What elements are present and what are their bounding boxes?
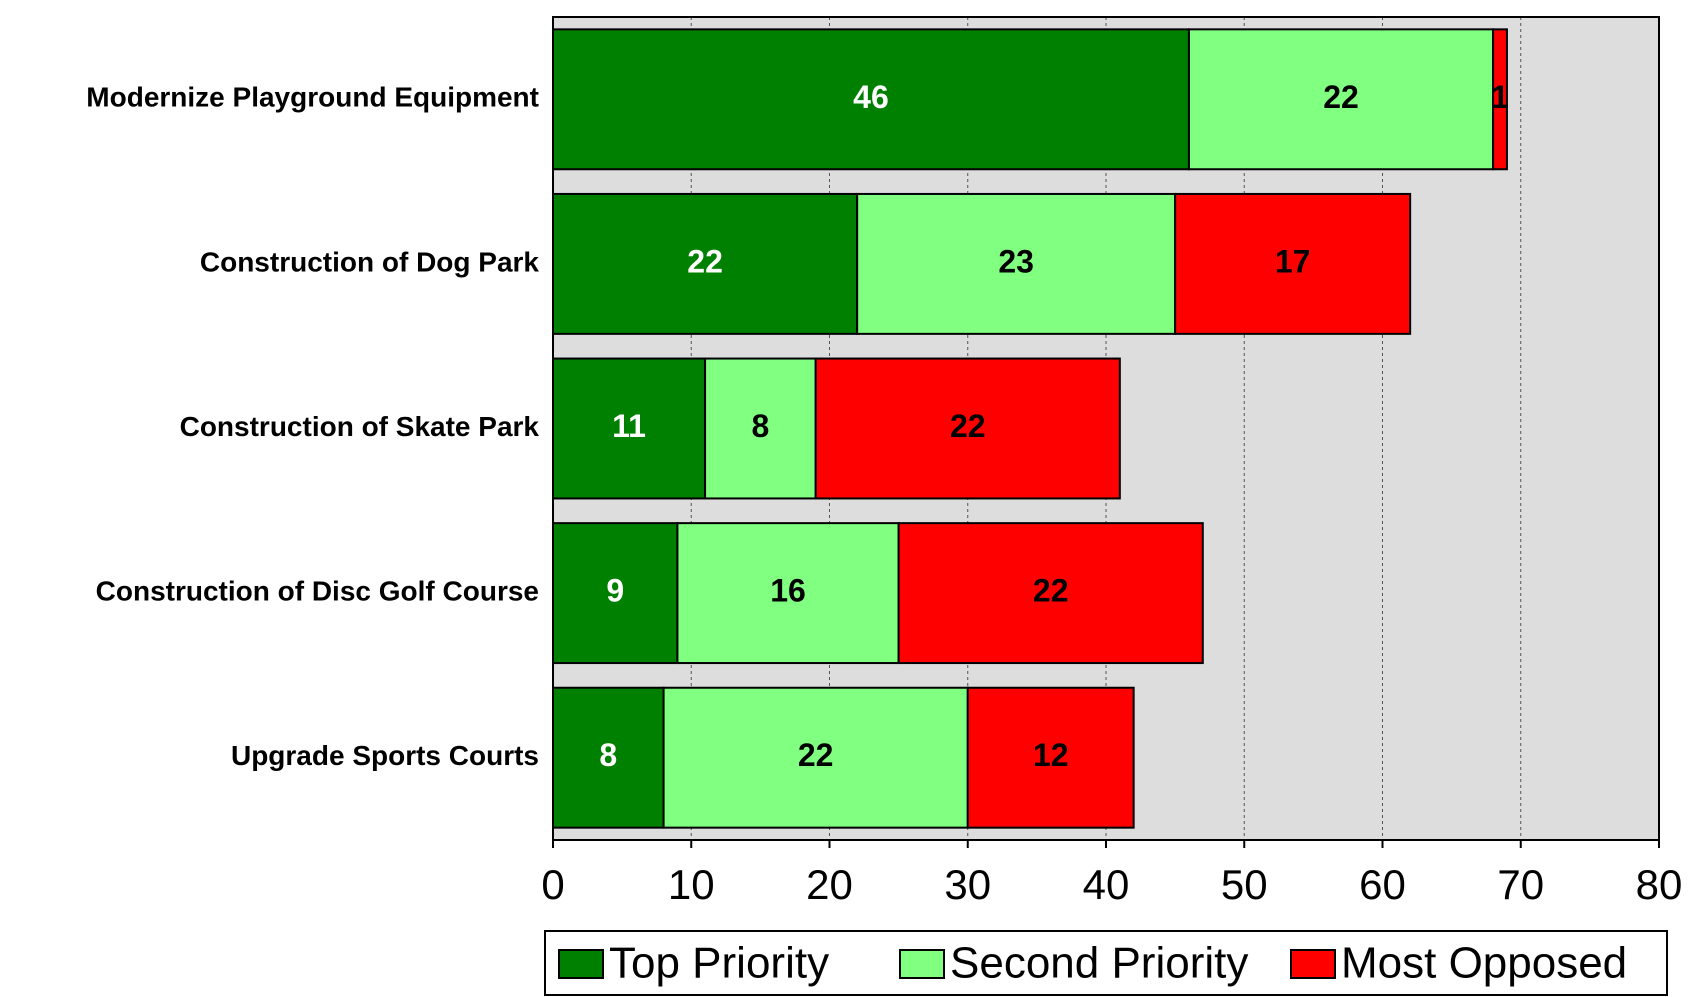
data-label: 22 xyxy=(687,243,723,279)
data-label: 9 xyxy=(606,573,624,609)
data-label: 8 xyxy=(599,737,617,773)
bar-segment xyxy=(1187,28,1495,171)
y-tick-label: Upgrade Sports Courts xyxy=(231,740,539,771)
x-tick-label: 10 xyxy=(668,861,715,908)
data-label: 22 xyxy=(1033,573,1069,609)
x-tick-label: 60 xyxy=(1359,861,1406,908)
data-label: 46 xyxy=(853,79,889,115)
x-tick-label: 80 xyxy=(1636,861,1683,908)
legend-swatch xyxy=(899,949,945,979)
bar-segment xyxy=(552,522,679,665)
x-tick-label: 0 xyxy=(541,861,564,908)
y-tick-label: Construction of Dog Park xyxy=(200,246,540,277)
bar-segment xyxy=(966,686,1135,829)
legend-box xyxy=(544,930,1668,996)
x-tick-label: 50 xyxy=(1221,861,1268,908)
data-label: 11 xyxy=(612,408,646,444)
y-tick-label: Modernize Playground Equipment xyxy=(86,82,539,113)
legend-label: Top Priority xyxy=(609,939,829,988)
x-tick-label: 40 xyxy=(1083,861,1130,908)
data-label: 22 xyxy=(950,408,986,444)
x-tick-label: 20 xyxy=(806,861,853,908)
data-label: 22 xyxy=(798,737,834,773)
bar-segment xyxy=(1174,192,1412,335)
bar-segment xyxy=(676,522,900,665)
data-label: 8 xyxy=(751,408,769,444)
x-tick-label: 70 xyxy=(1497,861,1544,908)
legend-swatch xyxy=(1290,949,1336,979)
data-label: 22 xyxy=(1323,79,1359,115)
bar-segment xyxy=(552,28,1190,171)
y-tick-label: Construction of Skate Park xyxy=(180,411,540,442)
bar-segment xyxy=(814,357,1121,500)
bar-segment xyxy=(552,192,859,335)
data-label: 12 xyxy=(1033,737,1069,773)
bar-segment xyxy=(1492,28,1508,171)
data-label: 16 xyxy=(770,573,806,609)
legend-label: Second Priority xyxy=(950,939,1248,988)
x-tick-label: 30 xyxy=(944,861,991,908)
y-tick-label: Construction of Disc Golf Course xyxy=(96,575,539,606)
data-label: 17 xyxy=(1275,243,1311,279)
data-label: 23 xyxy=(998,243,1034,279)
bar-segment xyxy=(552,686,665,829)
bar-segment xyxy=(704,357,817,500)
data-label: 1 xyxy=(1491,79,1509,115)
bar-segment xyxy=(662,686,969,829)
bar-segment xyxy=(552,357,707,500)
legend-label: Most Opposed xyxy=(1341,939,1627,988)
bar-segment xyxy=(897,522,1204,665)
bar-segment xyxy=(856,192,1177,335)
legend-swatch xyxy=(558,949,604,979)
